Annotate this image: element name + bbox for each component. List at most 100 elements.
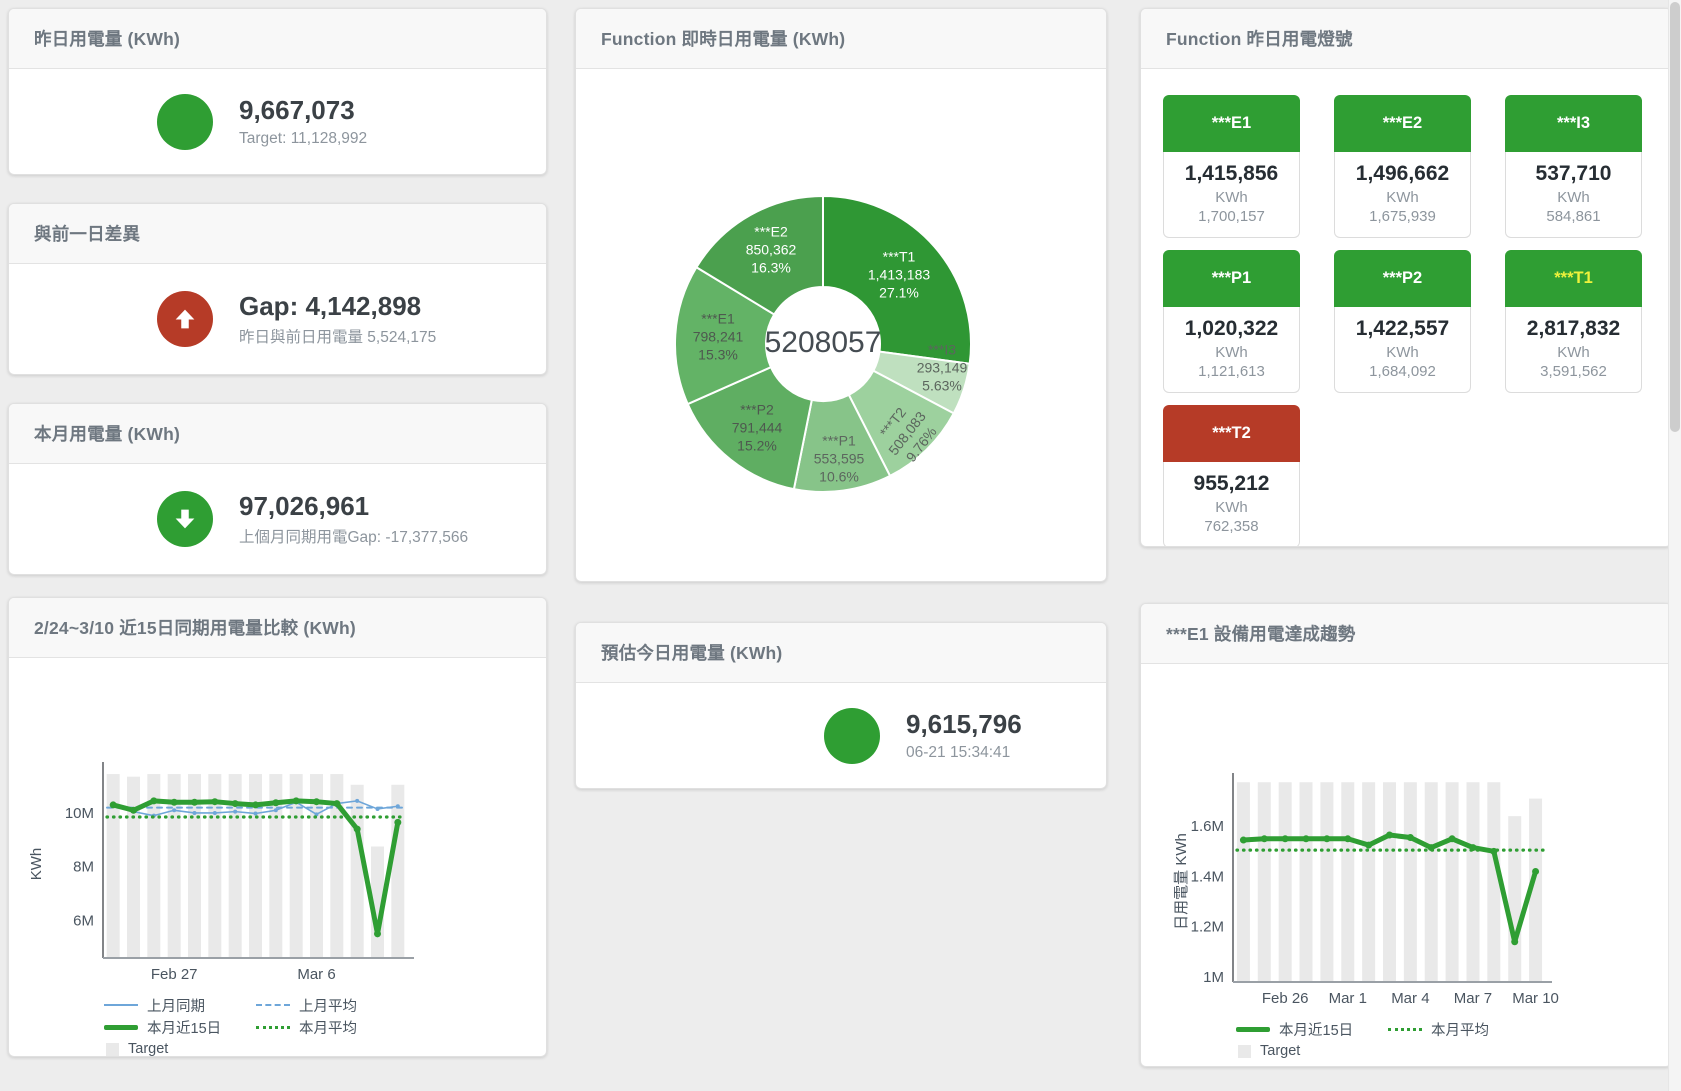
svg-text:***T1: ***T1 — [883, 249, 916, 265]
target-bar — [1236, 782, 1250, 982]
e1-trend-chart-legend: 本月近15日 本月平均 Target — [1236, 1018, 1671, 1062]
target-bar — [127, 776, 140, 958]
svg-text:***P1: ***P1 — [822, 433, 856, 449]
x-tick-label: Mar 7 — [1454, 990, 1492, 1007]
y-tick-label: 8M — [73, 859, 94, 876]
target-bar — [147, 774, 161, 958]
stat-body: Gap: 4,142,898 昨日與前日用電量 5,524,175 — [9, 264, 546, 374]
target-bar — [269, 774, 283, 958]
x-tick-label: Mar 4 — [1391, 990, 1429, 1007]
donut-slice-E1 — [674, 265, 776, 406]
target-bar — [249, 774, 262, 958]
card-header: 與前一日差異 — [9, 204, 546, 264]
card-header: Function 即時日用電量 (KWh) — [576, 9, 1106, 69]
svg-text:27.1%: 27.1% — [879, 285, 919, 301]
legend-swatch-icon — [1236, 1026, 1270, 1032]
stat-text: 9,667,073 Target: 11,128,992 — [239, 95, 367, 147]
vertical-scrollbar-thumb[interactable] — [1670, 2, 1680, 432]
device-status-tile: ***E2 1,496,662 KWh 1,675,939 — [1334, 95, 1471, 238]
target-bar — [330, 774, 344, 958]
gap-sub: 昨日與前日用電量 5,524,175 — [239, 329, 437, 347]
x-tick-label: Mar 10 — [1512, 990, 1559, 1007]
e1-trend-chart-body: 1M 1.2M 1.4M 1.6M Feb 26 Mar 1 Mar 4 Mar 7 Mar 1… — [1141, 664, 1671, 1066]
tile-device-label: ***E2 — [1334, 95, 1471, 152]
target-bar — [1487, 782, 1501, 982]
tile-device-label: ***P2 — [1334, 250, 1471, 307]
tile-device-label: ***E1 — [1163, 95, 1300, 152]
x-tick-label: Mar 1 — [1329, 990, 1367, 1007]
stat-text: 9,615,796 06-21 15:34:41 — [906, 709, 1022, 761]
x-tick-label: Mar 6 — [297, 966, 335, 983]
card-realtime-usage-donut: Function 即時日用電量 (KWh) ***T1 1,413,183 27.1… — [575, 8, 1107, 582]
target-bar — [1466, 782, 1480, 982]
donut-chart-body: ***T1 1,413,183 27.1% ***I3 293,149 5.63% ***T… — [576, 69, 1106, 581]
svg-text:798,241: 798,241 — [693, 329, 744, 345]
legend-item: 上月同期 — [104, 995, 256, 1016]
tile-target-value: 1,121,613 — [1198, 363, 1265, 380]
tile-device-label: ***P1 — [1163, 250, 1300, 307]
tile-target-value: 1,700,157 — [1198, 208, 1265, 225]
tile-unit: KWh — [1215, 189, 1248, 206]
target-bar — [167, 774, 181, 958]
target-bar — [350, 784, 364, 958]
tile-value: 1,020,322 — [1184, 317, 1279, 340]
legend-item: Target — [1236, 1043, 1388, 1059]
stat-body: 9,615,796 06-21 15:34:41 — [576, 683, 1106, 788]
target-bar — [1403, 782, 1417, 982]
svg-text:553,595: 553,595 — [814, 451, 865, 467]
svg-text:***P2: ***P2 — [740, 402, 774, 418]
tile-body: 1,496,662 KWh 1,675,939 — [1334, 152, 1471, 238]
device-status-tile: ***T1 2,817,832 KWh 3,591,562 — [1505, 250, 1642, 393]
svg-text:1,413,183: 1,413,183 — [868, 267, 930, 283]
tile-device-label: ***T1 — [1505, 250, 1642, 307]
target-bar — [391, 784, 405, 958]
target-bar — [1529, 798, 1543, 982]
legend-swatch-icon — [256, 1004, 290, 1006]
legend-label: 本月平均 — [1431, 1022, 1489, 1039]
e1-trend-chart-svg: 1M 1.2M 1.4M 1.6M Feb 26 Mar 1 Mar 4 Mar 7 Mar 1… — [1173, 773, 1559, 1007]
card-title: 昨日用電量 (KWh) — [34, 29, 181, 49]
estimate-today-timestamp: 06-21 15:34:41 — [906, 743, 1011, 761]
card-month-usage: 本月用電量 (KWh) 97,026,961 上個月同期用電Gap: -17,3… — [8, 403, 547, 575]
tile-unit: KWh — [1215, 344, 1248, 361]
tile-target-value: 3,591,562 — [1540, 363, 1607, 380]
target-bar — [310, 774, 323, 958]
legend-item: 上月平均 — [256, 995, 408, 1016]
tile-device-label: ***I3 — [1505, 95, 1642, 152]
vertical-scrollbar-track[interactable] — [1668, 0, 1681, 1091]
card-title: 本月用電量 (KWh) — [34, 424, 181, 444]
tile-body: 1,020,322 KWh 1,121,613 — [1163, 307, 1300, 393]
device-status-tile: ***I3 537,710 KWh 584,861 — [1505, 95, 1642, 238]
gap-value: Gap: 4,142,898 — [239, 290, 422, 321]
card-header: 2/24~3/10 近15日同期用電量比較 (KWh) — [9, 598, 546, 658]
stat-body: 97,026,961 上個月同期用電Gap: -17,377,566 — [9, 464, 546, 574]
month-usage-gap: 上個月同期用電Gap: -17,377,566 — [239, 529, 469, 547]
donut-slice-label: ***I3 293,149 5.63% — [917, 342, 968, 394]
card-header: 本月用電量 (KWh) — [9, 404, 546, 464]
svg-text:293,149: 293,149 — [917, 360, 968, 376]
legend-label: Target — [128, 1041, 169, 1057]
tile-value: 1,415,856 — [1184, 162, 1279, 185]
y-axis-label: 日用電量 KWh — [1173, 833, 1190, 930]
tile-unit: KWh — [1386, 344, 1419, 361]
svg-text:10.6%: 10.6% — [819, 469, 859, 485]
tile-value: 1,496,662 — [1355, 162, 1450, 185]
y-tick-label: 1.6M — [1191, 818, 1224, 835]
yesterday-usage-target: Target: 11,128,992 — [239, 129, 368, 147]
estimate-today-value: 9,615,796 — [906, 709, 1022, 740]
legend-row: 本月近15日 本月平均 — [1236, 1018, 1671, 1040]
legend-item: Target — [104, 1041, 256, 1057]
legend-label: Target — [1260, 1043, 1301, 1059]
target-bar — [1383, 782, 1396, 982]
legend-row: Target — [1236, 1040, 1671, 1062]
up-arrow-icon — [157, 291, 213, 347]
card-title: Function 昨日用電燈號 — [1166, 29, 1353, 49]
svg-text:16.3%: 16.3% — [751, 260, 791, 276]
svg-text:5.63%: 5.63% — [922, 378, 962, 394]
legend-row: 上月同期 上月平均 — [104, 994, 546, 1016]
card-header: 昨日用電量 (KWh) — [9, 9, 546, 69]
tile-unit: KWh — [1386, 189, 1419, 206]
card-yesterday-usage: 昨日用電量 (KWh) 9,667,073 Target: 11,128,992 — [8, 8, 547, 175]
svg-text:791,444: 791,444 — [732, 420, 783, 436]
